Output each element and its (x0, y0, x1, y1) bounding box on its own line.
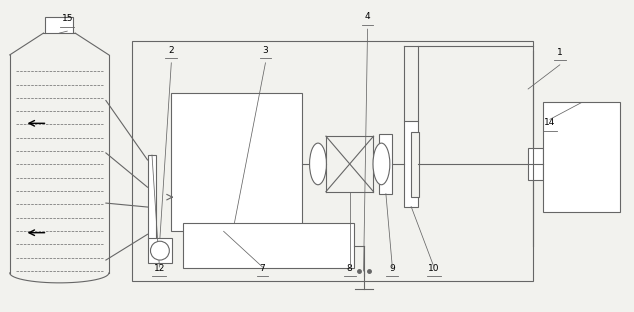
Bar (171, 93, 302, 231)
Bar (379, 134, 392, 194)
Text: 15: 15 (61, 14, 73, 23)
Text: 12: 12 (153, 264, 165, 273)
Bar (411, 132, 419, 197)
Bar (183, 223, 354, 268)
Bar (46, 17, 73, 33)
Text: 14: 14 (544, 118, 555, 127)
Bar (543, 102, 620, 212)
Text: 1: 1 (557, 48, 563, 57)
Bar (404, 121, 418, 207)
Text: 3: 3 (262, 46, 268, 55)
Text: 7: 7 (259, 264, 266, 273)
Bar (148, 238, 172, 263)
Text: 2: 2 (169, 46, 174, 55)
Bar (528, 148, 543, 180)
Text: 8: 8 (347, 264, 353, 273)
Text: 4: 4 (365, 12, 370, 21)
Ellipse shape (373, 143, 390, 185)
Ellipse shape (309, 143, 327, 185)
Bar (132, 41, 533, 281)
Bar (148, 155, 157, 239)
Text: 10: 10 (428, 264, 440, 273)
Circle shape (150, 241, 169, 260)
Text: 9: 9 (389, 264, 395, 273)
